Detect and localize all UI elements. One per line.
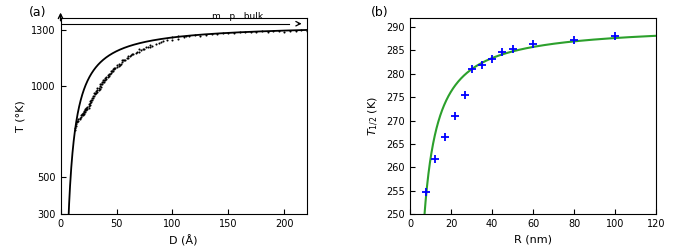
Y-axis label: T (°K): T (°K) <box>15 100 26 132</box>
X-axis label: R (nm): R (nm) <box>514 235 552 245</box>
Text: (b): (b) <box>371 6 388 19</box>
X-axis label: D (Å): D (Å) <box>170 235 198 246</box>
Y-axis label: $T_{1/2}$ (K): $T_{1/2}$ (K) <box>367 96 381 136</box>
Text: m . p . bulk: m . p . bulk <box>211 13 262 21</box>
Text: (a): (a) <box>28 6 46 19</box>
